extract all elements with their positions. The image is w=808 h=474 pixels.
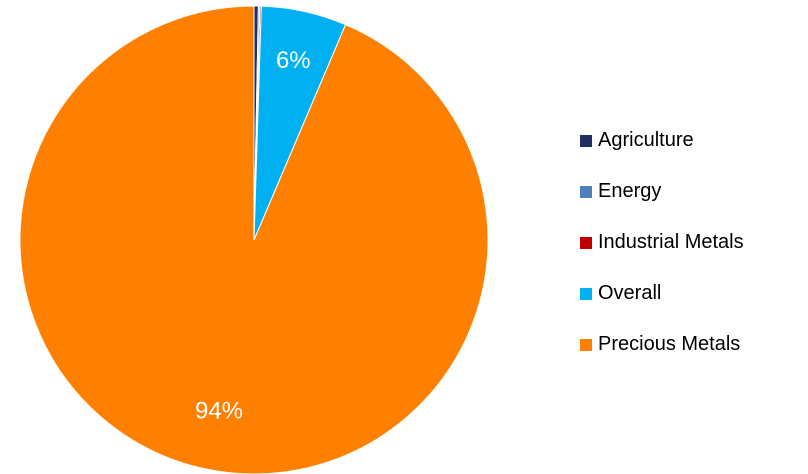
legend-label-industrial-metals: Industrial Metals bbox=[598, 231, 744, 253]
legend-swatch-agriculture bbox=[580, 134, 592, 147]
legend-label-agriculture: Agriculture bbox=[598, 129, 694, 151]
legend-item-precious-metals: Precious Metals bbox=[580, 332, 744, 357]
legend-item-industrial-metals: Industrial Metals bbox=[580, 230, 744, 255]
pie-slice-precious-metals bbox=[19, 5, 489, 474]
legend-label-energy: Energy bbox=[598, 180, 662, 202]
legend-swatch-energy bbox=[580, 185, 592, 198]
legend-item-overall: Overall bbox=[580, 281, 744, 306]
legend-swatch-overall bbox=[580, 287, 592, 300]
legend: Agriculture Energy Industrial Metals Ove… bbox=[580, 128, 744, 383]
legend-label-precious-metals: Precious Metals bbox=[598, 333, 741, 355]
legend-item-energy: Energy bbox=[580, 179, 744, 204]
data-label-precious-metals: 94% bbox=[195, 397, 243, 424]
legend-label-overall: Overall bbox=[598, 282, 662, 304]
legend-item-agriculture: Agriculture bbox=[580, 128, 744, 153]
data-label-overall: 6% bbox=[276, 47, 311, 74]
legend-swatch-industrial-metals bbox=[580, 236, 592, 249]
legend-swatch-precious-metals bbox=[580, 338, 592, 351]
